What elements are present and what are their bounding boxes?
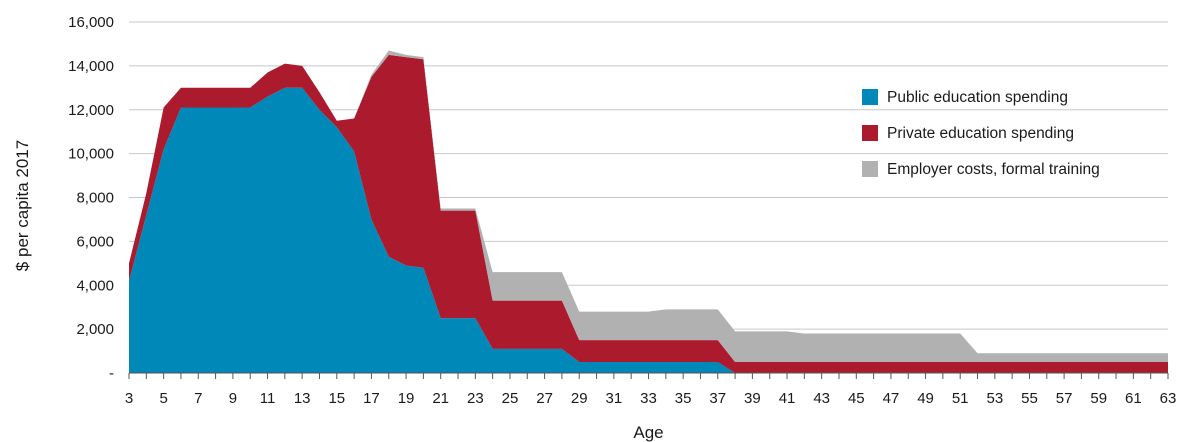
y-tick-label: 4,000: [76, 277, 114, 294]
x-tick-label: 33: [640, 390, 657, 407]
x-tick-label: 13: [294, 390, 311, 407]
y-tick-label: 8,000: [76, 190, 114, 207]
x-axis: 3 5 7 9 11 13 15 17 19 21 23 25 27 29 31 33 35 37 39 41 43 45…: [125, 372, 1177, 407]
x-tick-label: 29: [571, 390, 588, 407]
x-tick-label: 11: [260, 390, 276, 407]
x-tick-label: 31: [606, 390, 623, 407]
x-tick-label: 37: [709, 390, 726, 407]
x-tick-label: 27: [536, 390, 553, 407]
y-axis: - 2,000 4,000 6,000 8,000 10,000 12,000 14,000 1…: [68, 14, 114, 382]
x-tick-label: 3: [125, 390, 133, 407]
legend-swatch-public-education-spending: [862, 89, 878, 105]
x-tick-label: 5: [159, 390, 167, 407]
x-tick-label: 15: [328, 390, 345, 407]
y-tick-label: -: [109, 365, 114, 382]
x-tick-label: 61: [1125, 390, 1142, 407]
x-tick-label: 47: [883, 390, 900, 407]
legend: Public education spending Private educati…: [862, 89, 1100, 178]
y-tick-label: 16,000: [68, 14, 114, 31]
area-private-education-spending: [129, 54, 1168, 373]
x-tick-label: 25: [502, 390, 519, 407]
legend-label-employer-costs-formal-training: Employer costs, formal training: [887, 161, 1100, 178]
x-tick-label: 53: [986, 390, 1003, 407]
legend-swatch-private-education-spending: [862, 125, 878, 141]
x-tick-label: 21: [432, 390, 449, 407]
area-public-education-spending: [129, 87, 1168, 373]
x-tick-label: 19: [398, 390, 415, 407]
y-tick-label: 12,000: [68, 102, 114, 119]
x-tick-label: 41: [779, 390, 796, 407]
x-tick-label: 23: [467, 390, 484, 407]
x-tick-label: 59: [1090, 390, 1107, 407]
series-areas: [129, 50, 1168, 373]
x-tick-label: 43: [813, 390, 830, 407]
legend-label-private-education-spending: Private education spending: [887, 125, 1074, 142]
x-tick-label: 7: [194, 390, 202, 407]
legend-swatch-employer-costs-formal-training: [862, 161, 878, 177]
x-tick-label: 35: [675, 390, 692, 407]
x-tick-label: 57: [1056, 390, 1073, 407]
x-tick-label: 17: [363, 390, 380, 407]
y-tick-label: 10,000: [68, 146, 114, 163]
x-tick-label: 51: [952, 390, 969, 407]
y-tick-label: 2,000: [76, 321, 114, 338]
y-tick-label: 14,000: [68, 58, 114, 75]
y-tick-label: 6,000: [76, 233, 114, 250]
x-tick-label: 45: [848, 390, 865, 407]
x-axis-title: Age: [633, 423, 663, 442]
x-tick-label: 49: [917, 390, 934, 407]
x-tick-label: 39: [744, 390, 761, 407]
x-tick-label: 9: [229, 390, 237, 407]
x-tick-label: 55: [1021, 390, 1038, 407]
y-axis-title: $ per capita 2017: [13, 140, 32, 271]
legend-label-public-education-spending: Public education spending: [887, 89, 1068, 106]
x-tick-label: 63: [1160, 390, 1177, 407]
